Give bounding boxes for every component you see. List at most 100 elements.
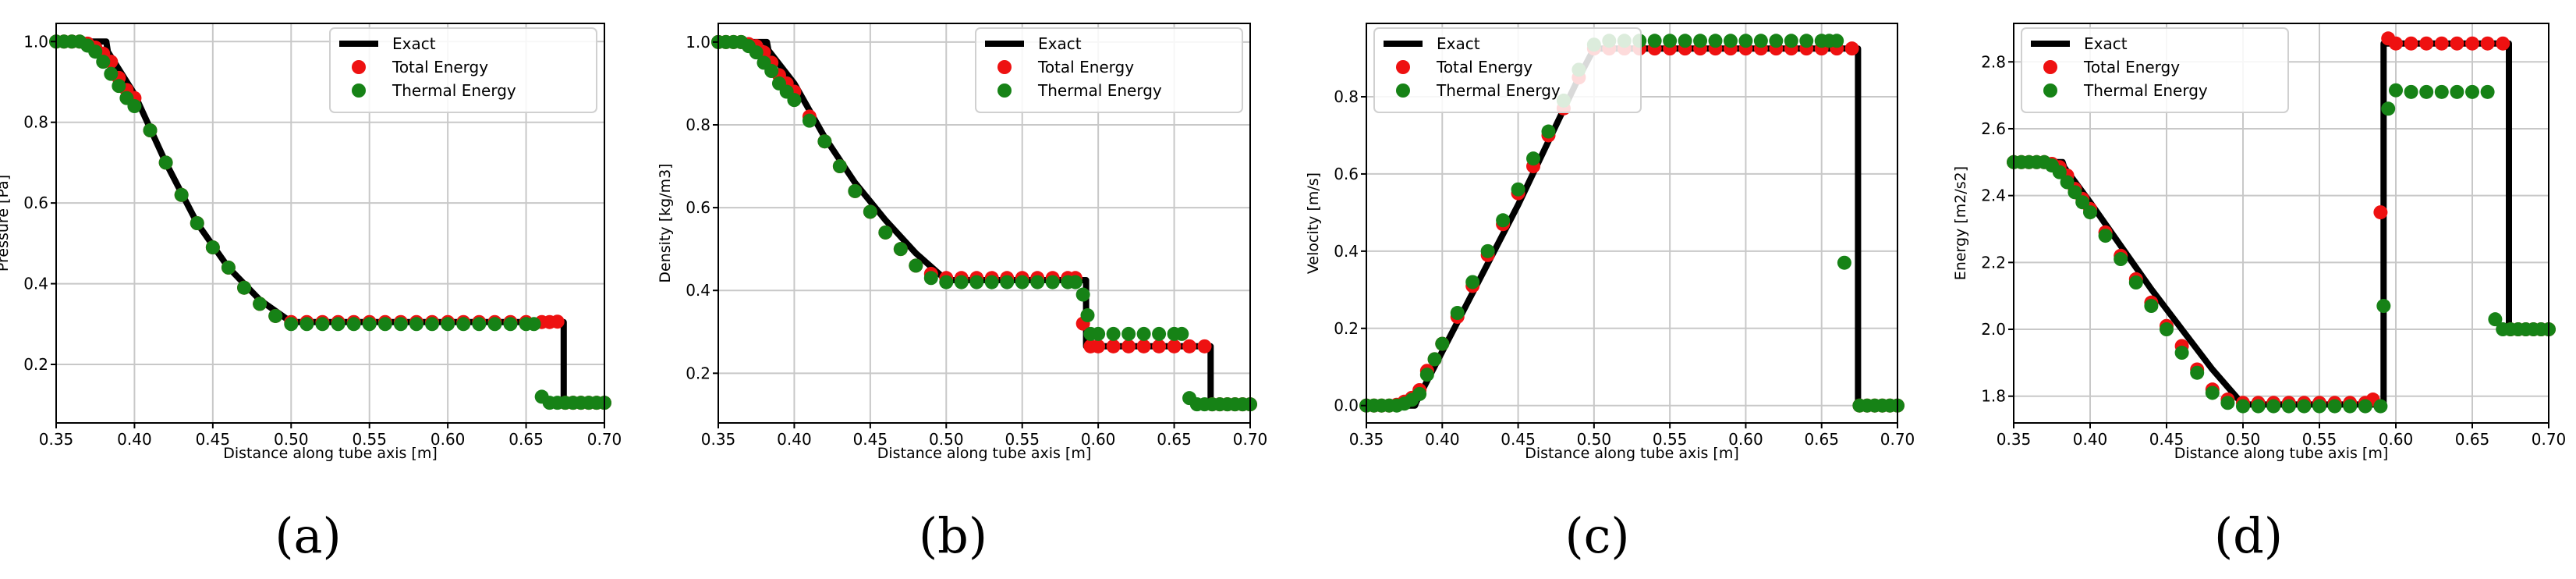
panel-caption: (a)	[275, 507, 341, 564]
thermal-energy-point	[878, 225, 893, 240]
legend-label: Exact	[2084, 34, 2128, 53]
chart-panel-4: 0.35 0.40 0.45 0.50 0.55 0.60 0.65 0.70 1.8 2.0 2.…	[1952, 23, 2566, 462]
x-tick-label: 0.60	[1081, 430, 1116, 449]
thermal-energy-point	[1769, 34, 1784, 48]
thermal-energy-point	[1068, 275, 1082, 290]
thermal-energy-point	[2114, 252, 2128, 267]
x-tick-label: 0.45	[1501, 430, 1536, 449]
y-tick-label: 0.8	[23, 113, 48, 132]
legend-label: Total Energy	[1436, 58, 1532, 76]
thermal-energy-point	[2266, 399, 2281, 414]
legend-box	[1373, 27, 1642, 113]
thermal-energy-point	[1708, 34, 1723, 48]
thermal-energy-point	[158, 155, 173, 170]
x-tick-label: 0.50	[929, 430, 964, 449]
thermal-energy-point	[863, 204, 877, 219]
x-tick-label: 0.35	[1997, 430, 2032, 449]
x-tick-label: 0.65	[508, 430, 544, 449]
thermal-energy-point	[848, 183, 863, 198]
thermal-energy-point	[1419, 368, 1434, 382]
y-tick-label: 0.6	[23, 194, 48, 212]
total-energy-point	[1091, 339, 1106, 353]
thermal-energy-point	[1693, 34, 1708, 48]
thermal-energy-point	[1091, 326, 1106, 341]
x-tick-label: 0.40	[1425, 430, 1460, 449]
thermal-energy-point	[1480, 243, 1495, 258]
thermal-energy-point	[2052, 165, 2067, 179]
legend-label: Thermal Energy	[392, 81, 516, 100]
thermal-energy-point	[1136, 326, 1151, 341]
y-tick-label: 1.0	[686, 33, 710, 52]
thermal-energy-point	[2205, 385, 2220, 400]
thermal-energy-point	[2343, 399, 2358, 414]
thermal-energy-point	[425, 317, 440, 332]
thermal-energy-point	[441, 317, 455, 332]
thermal-energy-point	[802, 113, 817, 128]
thermal-energy-point	[409, 317, 423, 332]
total-energy-point	[550, 314, 565, 329]
thermal-energy-point	[96, 55, 111, 69]
thermal-energy-point	[1830, 34, 1844, 48]
thermal-energy-point	[221, 260, 236, 275]
x-axis-label: Distance along tube axis [m]	[2174, 445, 2389, 462]
total-energy-point	[2450, 36, 2464, 51]
total-energy-point	[1197, 339, 1212, 353]
y-tick-label: 0.4	[686, 281, 710, 300]
thermal-energy-point	[1427, 352, 1442, 367]
panel-caption: (d)	[2214, 507, 2283, 564]
thermal-energy-point	[2060, 175, 2075, 190]
thermal-energy-point	[1015, 275, 1029, 290]
legend-box	[329, 27, 597, 113]
total-energy-point	[1844, 41, 1859, 56]
thermal-energy-point	[2404, 84, 2418, 99]
x-tick-label: 0.55	[1653, 430, 1688, 449]
thermal-energy-point	[1784, 34, 1798, 48]
thermal-energy-point	[503, 317, 518, 332]
total-energy-point	[2496, 36, 2510, 51]
y-tick-label: 0.8	[686, 115, 710, 134]
y-tick-label: 1.8	[1981, 387, 2006, 406]
thermal-energy-point	[2358, 399, 2372, 414]
x-axis-label: Distance along tube axis [m]	[877, 445, 1092, 462]
thermal-energy-point	[190, 216, 204, 230]
thermal-energy-point	[1541, 124, 1556, 139]
thermal-energy-point	[456, 317, 471, 332]
thermal-energy-point	[1647, 34, 1662, 48]
thermal-energy-point	[2419, 84, 2434, 99]
legend-box	[2021, 27, 2289, 113]
thermal-energy-point	[954, 275, 969, 290]
legend-thermal-energy-swatch	[1396, 83, 1410, 98]
x-tick-label: 0.55	[1005, 430, 1040, 449]
y-tick-label: 2.6	[1981, 119, 2006, 138]
thermal-energy-point	[2281, 399, 2296, 414]
x-tick-label: 0.60	[1728, 430, 1763, 449]
y-tick-label: 1.0	[23, 32, 48, 51]
x-tick-label: 0.45	[853, 430, 888, 449]
total-energy-point	[1106, 339, 1121, 353]
thermal-energy-point	[2312, 399, 2326, 414]
thermal-energy-point	[377, 317, 392, 332]
thermal-energy-point	[2068, 185, 2082, 200]
y-axis-label: Density [kg/m3]	[657, 163, 674, 282]
total-energy-point	[2465, 36, 2479, 51]
thermal-energy-point	[2488, 312, 2503, 327]
thermal-energy-point	[2389, 83, 2403, 98]
thermal-energy-point	[393, 317, 408, 332]
thermal-energy-point	[1106, 326, 1121, 341]
thermal-energy-point	[112, 79, 126, 94]
x-tick-label: 0.40	[777, 430, 812, 449]
thermal-energy-point	[2480, 84, 2495, 99]
thermal-energy-point	[1075, 287, 1090, 302]
legend-label: Thermal Energy	[2083, 81, 2208, 100]
legend: Exact Total Energy Thermal Energy	[329, 27, 597, 113]
x-tick-label: 0.65	[1804, 430, 1839, 449]
y-tick-label: 2.4	[1981, 186, 2006, 205]
legend-label: Exact	[392, 34, 436, 53]
thermal-energy-point	[205, 240, 220, 255]
thermal-energy-point	[1450, 306, 1465, 321]
legend-thermal-energy-swatch	[997, 83, 1012, 98]
series-thermal-energy	[49, 34, 611, 410]
thermal-energy-point	[331, 317, 345, 332]
thermal-energy-point	[2297, 399, 2312, 414]
x-tick-label: 0.50	[1577, 430, 1612, 449]
